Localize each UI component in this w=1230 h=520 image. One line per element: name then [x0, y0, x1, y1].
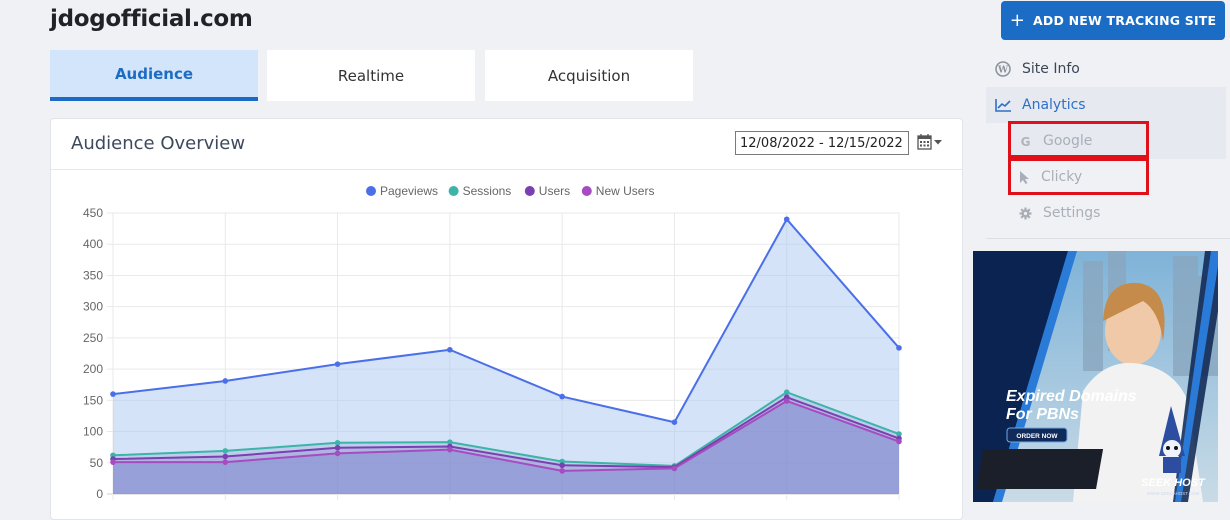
audience-chart: 450 400 350 300 250 200 150 100 50 0 Pageviews Sess…	[83, 184, 902, 501]
series-line	[112, 217, 900, 424]
y-tick-label: 100	[83, 425, 103, 439]
site-title: jdogofficial.com	[50, 6, 253, 32]
sidebar-item-clicky[interactable]: Clicky	[1018, 159, 1148, 195]
legend-marker	[524, 186, 535, 196]
y-tick-label: 250	[83, 331, 103, 345]
wizard-mascot-icon	[1159, 406, 1185, 473]
legend-label: Sessions	[463, 184, 512, 198]
sidebar-item-google[interactable]: G Google	[1018, 123, 1148, 159]
y-tick-label: 300	[83, 300, 103, 314]
data-point	[334, 444, 341, 451]
data-point	[783, 216, 790, 223]
data-point	[222, 453, 229, 460]
data-point	[447, 346, 453, 353]
legend-marker	[366, 186, 376, 196]
y-tick-label: 400	[83, 237, 103, 251]
data-point	[671, 465, 678, 472]
data-point	[559, 468, 565, 474]
sidebar-item-label: Analytics	[1022, 97, 1086, 113]
svg-text:W: W	[997, 66, 1009, 76]
data-point	[334, 450, 341, 457]
cursor-icon	[1018, 168, 1032, 186]
y-tick-label: 450	[83, 206, 103, 220]
svg-text:G: G	[1020, 135, 1030, 148]
sidebar-item-label: Clicky	[1041, 169, 1083, 185]
calendar-dropdown-button[interactable]	[917, 133, 943, 153]
gear-icon	[1018, 204, 1032, 222]
y-tick-label: 0	[96, 487, 103, 501]
data-point	[896, 438, 902, 445]
data-point	[222, 378, 229, 384]
ad-headline-1: Expired Domains	[1006, 388, 1137, 405]
data-point	[671, 419, 678, 425]
series-area	[113, 219, 899, 494]
add-new-tracking-site-button[interactable]: + ADD NEW TRACKING SITE	[1001, 1, 1225, 40]
data-point	[559, 393, 565, 400]
sidebar-google-bg	[1009, 123, 1226, 159]
sidebar-active-bg	[986, 87, 1226, 123]
panel-header: Audience Overview	[51, 119, 962, 170]
ad-cta: ORDER NOW	[1016, 433, 1058, 440]
series-area	[113, 392, 899, 494]
highlight-box-clicky	[1008, 158, 1149, 195]
sidebar-item-label: Site Info	[1022, 61, 1080, 77]
wordpress-icon: W	[994, 60, 1012, 78]
legend-marker	[448, 186, 459, 196]
data-point	[559, 462, 565, 469]
data-point	[110, 459, 116, 465]
y-tick-label: 150	[83, 393, 103, 407]
sidebar-item-label: Google	[1043, 133, 1093, 149]
legend-label: New Users	[596, 184, 655, 198]
y-tick-label: 350	[83, 268, 103, 282]
data-point	[896, 431, 902, 437]
add-button-label: ADD NEW TRACKING SITE	[1033, 13, 1217, 28]
ad-brand: SEEK HOST	[1141, 477, 1206, 489]
data-point	[896, 345, 902, 351]
series-line	[112, 396, 900, 469]
data-point	[447, 446, 453, 453]
y-tick-label: 200	[83, 362, 103, 376]
series-area	[113, 397, 899, 494]
audience-overview-panel: Audience Overview 450 400 350 300 250 200 150 1…	[50, 118, 963, 520]
series-line	[113, 399, 900, 472]
y-tick-label: 50	[90, 456, 104, 470]
data-point	[447, 439, 453, 445]
sidebar-item-site-info[interactable]: W Site Info	[994, 51, 1224, 87]
series-line	[112, 391, 900, 467]
data-point	[783, 389, 790, 396]
sidebar-divider	[986, 238, 1230, 239]
date-range-input[interactable]	[735, 131, 909, 155]
tab-realtime[interactable]: Realtime	[267, 50, 475, 101]
sidebar-item-label: Settings	[1043, 205, 1101, 221]
series-area	[113, 400, 899, 494]
panel-title: Audience Overview	[71, 133, 246, 154]
ad-headline-2: For PBNs	[1006, 406, 1079, 423]
calendar-icon	[917, 134, 942, 150]
legend-label: Users	[539, 184, 570, 198]
highlight-box-google	[1008, 121, 1149, 158]
ad-url: WWW.SEEKAHOST.COM	[1147, 491, 1200, 496]
data-point	[783, 398, 790, 404]
legend-marker	[581, 186, 592, 196]
data-point	[110, 391, 116, 397]
legend-label: Pageviews	[380, 184, 438, 198]
caret-down-icon	[934, 140, 942, 145]
data-point	[334, 439, 341, 446]
ad-banner[interactable]: Expired Domains For PBNs ORDER NOW SEEK …	[973, 251, 1218, 502]
tab-acquisition[interactable]: Acquisition	[485, 50, 693, 101]
sidebar-item-settings[interactable]: Settings	[1018, 195, 1148, 231]
google-icon: G	[1018, 132, 1032, 150]
sidebar-item-analytics[interactable]: Analytics	[994, 87, 1224, 123]
chart-line-icon	[994, 96, 1012, 114]
plus-icon: +	[1009, 10, 1026, 31]
data-point	[334, 361, 341, 367]
data-point	[222, 459, 229, 465]
tab-audience[interactable]: Audience	[50, 50, 258, 101]
data-point	[222, 448, 229, 454]
